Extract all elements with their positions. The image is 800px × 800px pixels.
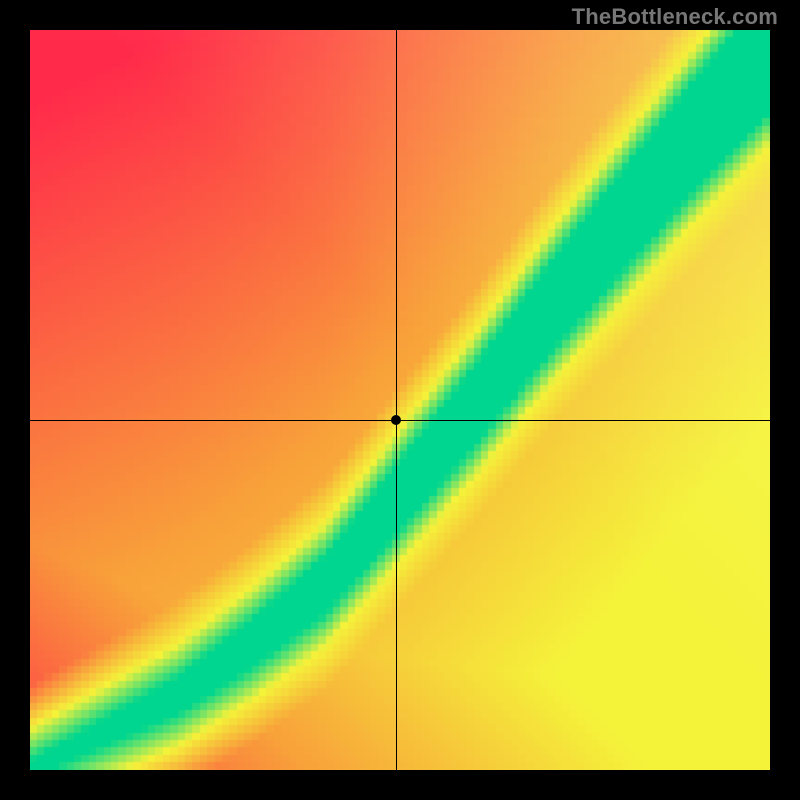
crosshair-marker bbox=[391, 415, 401, 425]
watermark-text: TheBottleneck.com bbox=[572, 4, 778, 30]
heatmap-plot bbox=[30, 30, 770, 770]
crosshair-vertical bbox=[396, 30, 397, 770]
heatmap-canvas bbox=[30, 30, 770, 770]
chart-frame: TheBottleneck.com bbox=[0, 0, 800, 800]
